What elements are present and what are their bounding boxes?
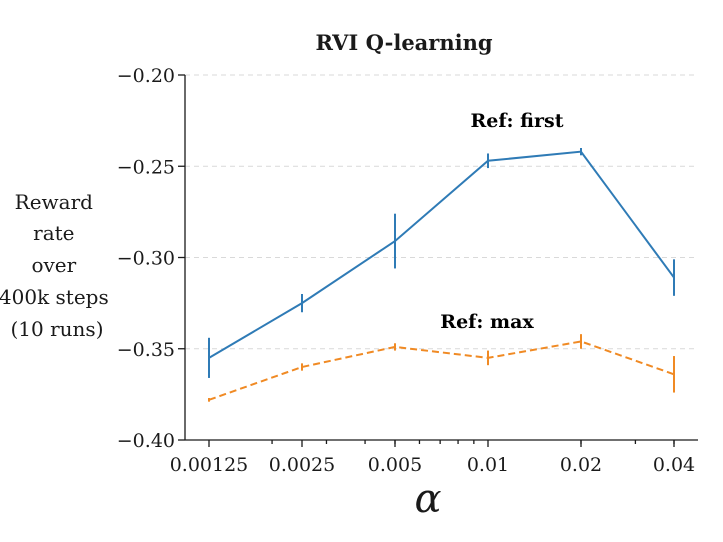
- y-tick-label: −0.25: [117, 156, 175, 178]
- series-line: [208, 340, 675, 401]
- series-label-ref-first: Ref: first: [471, 110, 564, 132]
- series-line: [208, 150, 675, 359]
- chart-title: RVI Q-learning: [315, 30, 492, 55]
- grid-layer: [185, 74, 698, 350]
- y-label-line-1: Reward: [15, 190, 93, 214]
- series-ref-first: [208, 148, 675, 378]
- series-label-ref-max: Ref: max: [440, 311, 534, 333]
- x-tick-label: 0.04: [653, 454, 695, 476]
- x-axis-label: α: [414, 476, 441, 522]
- y-tick-layer: −0.20 −0.25 −0.30 −0.35 −0.40: [117, 65, 185, 452]
- x-tick-layer: 0.00125 0.0025 0.005 0.01 0.02 0.04: [170, 440, 695, 476]
- y-tick-label: −0.40: [117, 430, 175, 452]
- x-tick-label: 0.02: [560, 454, 602, 476]
- y-label-line-4: 400k steps: [0, 285, 109, 309]
- y-label-line-5: (10 runs): [11, 317, 104, 341]
- y-label-line-2: rate: [33, 221, 74, 245]
- x-tick-label: 0.005: [368, 454, 422, 476]
- series-layer: [208, 148, 675, 402]
- y-axis-label: Reward rate over 400k steps (10 runs): [0, 190, 115, 341]
- y-tick-label: −0.20: [117, 65, 175, 87]
- y-tick-label: −0.35: [117, 339, 175, 361]
- x-tick-label: 0.01: [467, 454, 509, 476]
- x-tick-label: 0.0025: [269, 454, 335, 476]
- series-ref-max: [208, 334, 675, 402]
- y-tick-label: −0.30: [117, 248, 175, 270]
- x-tick-label: 0.00125: [170, 454, 249, 476]
- y-label-line-3: over: [31, 253, 76, 277]
